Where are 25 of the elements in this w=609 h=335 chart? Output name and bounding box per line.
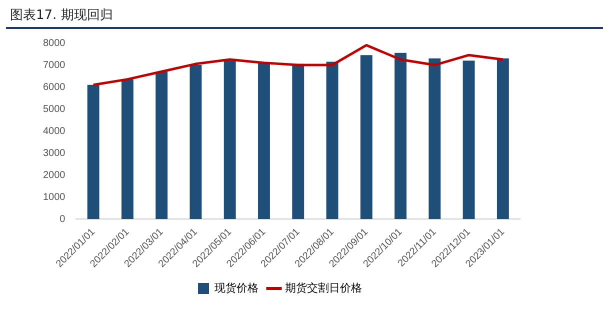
bar [156, 72, 168, 220]
y-tick-label: 2000 [42, 170, 66, 181]
y-tick-label: 7000 [42, 60, 66, 71]
bar [360, 55, 372, 220]
chart-title: 图表17. 期现回归 [10, 7, 113, 24]
bar [496, 58, 509, 220]
bar [462, 60, 475, 220]
bar [121, 79, 134, 220]
y-tick-label: 5000 [42, 104, 66, 115]
y-tick-label: 6000 [42, 82, 66, 93]
y-tick-label: 8000 [42, 38, 66, 49]
y-tick-label: 0 [60, 214, 66, 225]
legend-label: 期货交割日价格 [285, 281, 362, 294]
bar [394, 52, 406, 220]
bar [428, 58, 441, 220]
bar [258, 62, 270, 220]
bar [326, 62, 338, 220]
bar [87, 84, 100, 220]
bar [224, 60, 236, 220]
legend-label: 现货价格 [214, 281, 258, 294]
y-tick-label: 1000 [42, 192, 66, 203]
y-tick-label: 4000 [42, 126, 66, 137]
y-tick-label: 3000 [42, 148, 66, 159]
bar [190, 65, 202, 220]
bar [292, 64, 304, 220]
